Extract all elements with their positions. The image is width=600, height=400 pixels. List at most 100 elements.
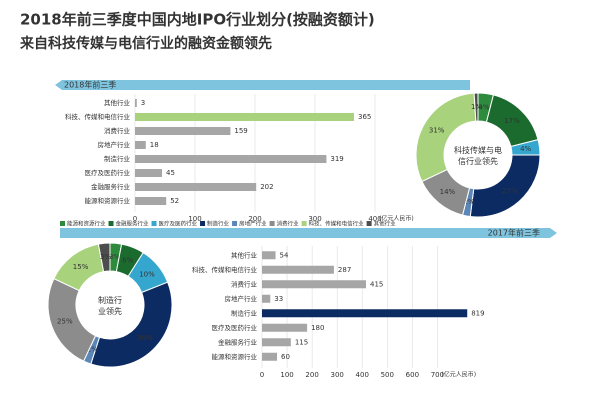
subtitle: 来自科技传媒与电信行业的融资金额领先: [19, 35, 272, 52]
category-label: 金融服务行业: [218, 337, 258, 346]
legend-label: 其他行业: [374, 220, 397, 228]
donut-segment: [415, 92, 477, 183]
x-tick-label: 100: [188, 215, 201, 223]
category-label: 制造行业: [104, 154, 131, 163]
segment-label: 27%: [502, 187, 518, 195]
donut-segment: [469, 154, 541, 218]
x-tick-label: 600: [406, 371, 419, 379]
donut-segment: [97, 242, 111, 273]
x-tick-label: 500: [381, 371, 394, 379]
x-tick-label: 200: [305, 371, 318, 379]
segment-label: 15%: [73, 263, 89, 271]
bar: [135, 155, 327, 163]
value-label: 159: [234, 127, 247, 135]
bar: [262, 352, 278, 361]
x-tick-label: 700: [431, 371, 444, 379]
segment-label: 6%: [122, 256, 133, 264]
segment-label: 3%: [100, 253, 111, 261]
x-tick-label: 400: [368, 215, 381, 223]
x-axis-label: (亿元人民币): [379, 215, 414, 223]
x-tick-label: 100: [280, 371, 293, 379]
bar: [262, 294, 271, 303]
bar: [135, 141, 146, 149]
bar: [262, 323, 308, 332]
legend-swatch: [108, 221, 114, 226]
legend-swatch: [366, 221, 372, 226]
category-label: 科技、传媒和电信行业: [192, 265, 258, 274]
value-label: 319: [330, 155, 343, 163]
bar: [135, 113, 354, 121]
bar: [135, 197, 167, 205]
legend-label: 制造行业: [207, 220, 230, 228]
legend-label: 医疗及医药行业: [159, 220, 198, 228]
segment-label: 17%: [504, 117, 520, 125]
x-tick-label: 0: [133, 215, 137, 223]
legend-label: 金融服务行业: [116, 220, 150, 228]
value-label: 202: [260, 183, 273, 191]
segment-label: 1%: [471, 103, 482, 111]
segment-label: 31%: [429, 127, 445, 135]
category-label: 其他行业: [104, 98, 131, 107]
category-label: 消费行业: [231, 279, 258, 288]
donut-segment: [90, 281, 173, 368]
value-label: 45: [166, 169, 175, 177]
x-tick-label: 400: [356, 371, 369, 379]
bar: [135, 183, 257, 191]
category-label: 房地产行业: [225, 294, 258, 303]
x-tick-label: 200: [248, 215, 261, 223]
period-label: 2017年前三季: [488, 228, 540, 238]
bar: [262, 280, 366, 289]
legend-label: 消费行业: [277, 220, 300, 228]
period-label: 2018年前三季: [64, 80, 116, 90]
bar: [135, 127, 231, 135]
x-tick-label: 300: [330, 371, 343, 379]
legend-label: 能源和资源行业: [67, 220, 106, 228]
value-label: 3: [141, 99, 145, 107]
bar: [135, 99, 137, 107]
value-label: 115: [295, 338, 308, 346]
legend-swatch: [232, 221, 238, 226]
x-axis-label: (亿元人民币): [441, 371, 476, 379]
donut-center-label: 制造行业领先: [98, 295, 122, 316]
category-label: 制造行业: [231, 308, 258, 317]
segment-label: 36%: [137, 334, 153, 342]
value-label: 52: [170, 197, 179, 205]
value-label: 415: [370, 280, 383, 288]
donut-segment: [473, 92, 479, 122]
category-label: 房地产行业: [98, 140, 131, 149]
category-label: 能源和资源行业: [85, 196, 131, 205]
value-label: 365: [358, 113, 371, 121]
period-banner: [55, 80, 470, 90]
legend-swatch: [200, 221, 206, 226]
category-label: 科技、传媒和电信行业: [65, 112, 131, 121]
segment-label: 4%: [520, 145, 531, 153]
x-tick-label: 0: [260, 371, 264, 379]
title: 2018年前三季度中国内地IPO行业划分(按融资额计): [20, 11, 375, 29]
segment-label: 3%: [109, 253, 120, 261]
value-label: 54: [280, 251, 289, 259]
legend-swatch: [269, 221, 275, 226]
period-banner: [60, 228, 557, 238]
value-label: 819: [471, 309, 484, 317]
donut-center-label: 科技传媒与电信行业领先: [454, 145, 502, 166]
category-label: 医疗及医药行业: [85, 168, 131, 177]
category-label: 金融服务行业: [91, 182, 131, 191]
bar: [262, 265, 334, 274]
category-label: 能源和资源行业: [212, 352, 258, 361]
segment-label: 4%: [478, 103, 489, 111]
legend-swatch: [301, 221, 307, 226]
segment-label: 2%: [87, 346, 98, 354]
value-label: 18: [150, 141, 159, 149]
value-label: 287: [338, 266, 351, 274]
segment-label: 14%: [440, 188, 456, 196]
bar: [262, 309, 468, 318]
segment-label: 2%: [463, 198, 474, 206]
legend-swatch: [60, 221, 65, 226]
legend-label: 科技、传媒和电信行业: [309, 220, 365, 228]
category-label: 医疗及医药行业: [212, 323, 258, 332]
bar: [135, 169, 162, 177]
legend-swatch: [151, 221, 157, 226]
legend-label: 房地产行业: [239, 220, 267, 228]
value-label: 33: [274, 295, 283, 303]
